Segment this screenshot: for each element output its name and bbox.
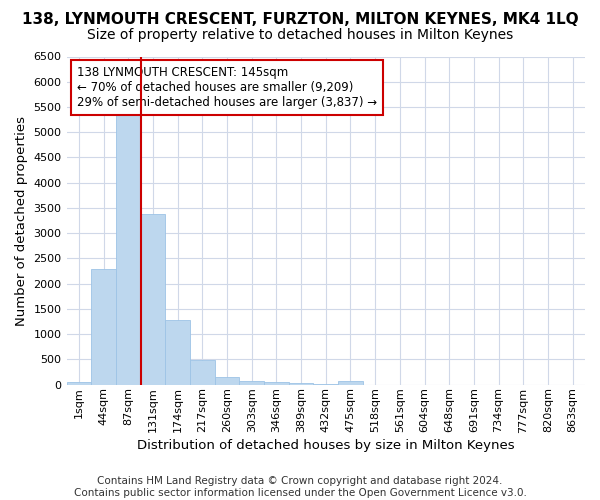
Bar xyxy=(190,360,215,384)
Y-axis label: Number of detached properties: Number of detached properties xyxy=(15,116,28,326)
Text: Size of property relative to detached houses in Milton Keynes: Size of property relative to detached ho… xyxy=(87,28,513,42)
Bar xyxy=(67,382,91,384)
Bar xyxy=(116,110,140,384)
Text: 138, LYNMOUTH CRESCENT, FURZTON, MILTON KEYNES, MK4 1LQ: 138, LYNMOUTH CRESCENT, FURZTON, MILTON … xyxy=(22,12,578,28)
Bar xyxy=(165,320,190,384)
X-axis label: Distribution of detached houses by size in Milton Keynes: Distribution of detached houses by size … xyxy=(137,440,515,452)
Bar xyxy=(140,214,165,384)
Bar xyxy=(289,383,313,384)
Bar xyxy=(215,376,239,384)
Bar xyxy=(264,382,289,384)
Bar xyxy=(338,380,363,384)
Text: Contains HM Land Registry data © Crown copyright and database right 2024.
Contai: Contains HM Land Registry data © Crown c… xyxy=(74,476,526,498)
Bar xyxy=(91,268,116,384)
Bar xyxy=(239,380,264,384)
Text: 138 LYNMOUTH CRESCENT: 145sqm
← 70% of detached houses are smaller (9,209)
29% o: 138 LYNMOUTH CRESCENT: 145sqm ← 70% of d… xyxy=(77,66,377,110)
